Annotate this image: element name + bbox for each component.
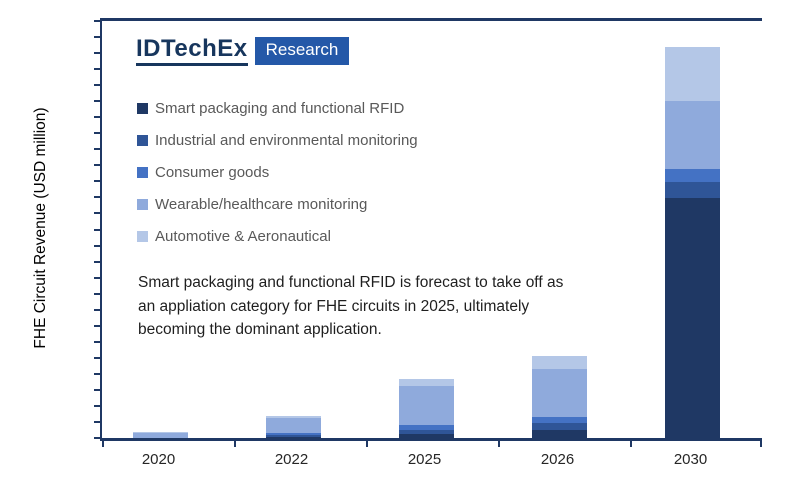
logo-research-badge: Research: [254, 37, 350, 66]
y-tick: [94, 52, 100, 55]
x-tick-label: 2025: [407, 451, 442, 468]
y-tick: [94, 84, 100, 87]
bar-segment: [532, 423, 587, 431]
bar-segment: [266, 416, 321, 419]
x-tick: [498, 441, 500, 447]
stacked-bar-2030: [665, 46, 720, 438]
y-tick: [94, 404, 100, 407]
y-tick: [94, 180, 100, 183]
legend-label: Industrial and environmental monitoring: [155, 131, 418, 149]
legend-item: Smart packaging and functional RFID: [137, 92, 418, 124]
bar-segment: [399, 433, 454, 438]
y-tick: [94, 292, 100, 295]
legend-swatch-icon: [137, 102, 148, 114]
y-tick: [94, 260, 100, 263]
bar-segment: [399, 379, 454, 387]
y-tick: [94, 356, 100, 359]
x-tick-label: 2020: [141, 451, 176, 468]
legend-swatch-icon: [137, 230, 148, 242]
bar-segment: [532, 430, 587, 438]
bar-segment: [266, 435, 321, 438]
x-tick-label: 2022: [274, 451, 309, 468]
legend-swatch-icon: [137, 134, 148, 146]
bar-segment: [665, 182, 720, 199]
y-tick: [94, 68, 100, 71]
y-tick: [94, 100, 100, 103]
bar-segment: [266, 418, 321, 434]
y-tick: [94, 212, 100, 215]
bar-segment: [665, 198, 720, 438]
stacked-bar-2026: [532, 356, 587, 438]
y-tick: [94, 36, 100, 39]
y-tick: [94, 372, 100, 375]
legend-item: Automotive & Aeronautical: [137, 220, 418, 252]
y-tick: [94, 148, 100, 151]
y-tick: [94, 308, 100, 311]
idtechex-logo: IDTechEx Research: [136, 35, 350, 67]
bar-segment: [399, 386, 454, 425]
x-tick-label: 2030: [673, 451, 708, 468]
stacked-bar-2022: [266, 416, 321, 438]
y-tick: [94, 196, 100, 199]
y-tick: [94, 388, 100, 391]
y-axis-title: FHE Circuit Revenue (USD million): [32, 107, 49, 349]
legend-label: Wearable/healthcare monitoring: [155, 195, 368, 213]
x-tick: [234, 441, 236, 447]
legend-item: Wearable/healthcare monitoring: [137, 188, 418, 220]
legend-swatch-icon: [137, 166, 148, 178]
bar-segment: [266, 437, 321, 438]
annotation-text: Smart packaging and functional RFID is f…: [138, 274, 564, 339]
bar-segment: [665, 100, 720, 170]
legend-label: Smart packaging and functional RFID: [155, 99, 405, 117]
x-tick-label: 2026: [540, 451, 575, 468]
bar-segment: [399, 429, 454, 434]
y-tick: [94, 276, 100, 279]
legend-label: Consumer goods: [155, 163, 270, 181]
bar-segment: [532, 356, 587, 370]
legend: Smart packaging and functional RFID Indus…: [137, 92, 418, 252]
y-tick: [94, 340, 100, 343]
legend-item: Industrial and environmental monitoring: [137, 124, 418, 156]
y-tick: [94, 244, 100, 247]
legend-item: Consumer goods: [137, 156, 418, 188]
x-tick: [366, 441, 368, 447]
plot-area: [94, 18, 762, 447]
x-tick: [102, 441, 104, 447]
y-tick: [94, 420, 100, 423]
stacked-bar-2025: [399, 379, 454, 438]
bar-segment: [665, 46, 720, 101]
y-tick: [94, 132, 100, 135]
y-tick: [94, 437, 100, 439]
x-tick: [630, 441, 632, 447]
logo-brand-text: IDTechEx: [136, 35, 248, 67]
y-tick: [94, 20, 100, 22]
y-tick: [94, 164, 100, 167]
bar-segment: [665, 169, 720, 183]
bar-segment: [532, 369, 587, 418]
bar-segment: [133, 432, 188, 433]
bar-segment: [133, 433, 188, 438]
bar-segment: [266, 433, 321, 436]
legend-label: Automotive & Aeronautical: [155, 227, 331, 245]
y-tick: [94, 116, 100, 119]
bar-segment: [532, 417, 587, 424]
bar-segment: [399, 424, 454, 430]
y-tick: [94, 324, 100, 327]
y-tick: [94, 228, 100, 231]
x-tick: [760, 441, 762, 447]
legend-swatch-icon: [137, 198, 148, 210]
stacked-bar-2020: [133, 432, 188, 438]
